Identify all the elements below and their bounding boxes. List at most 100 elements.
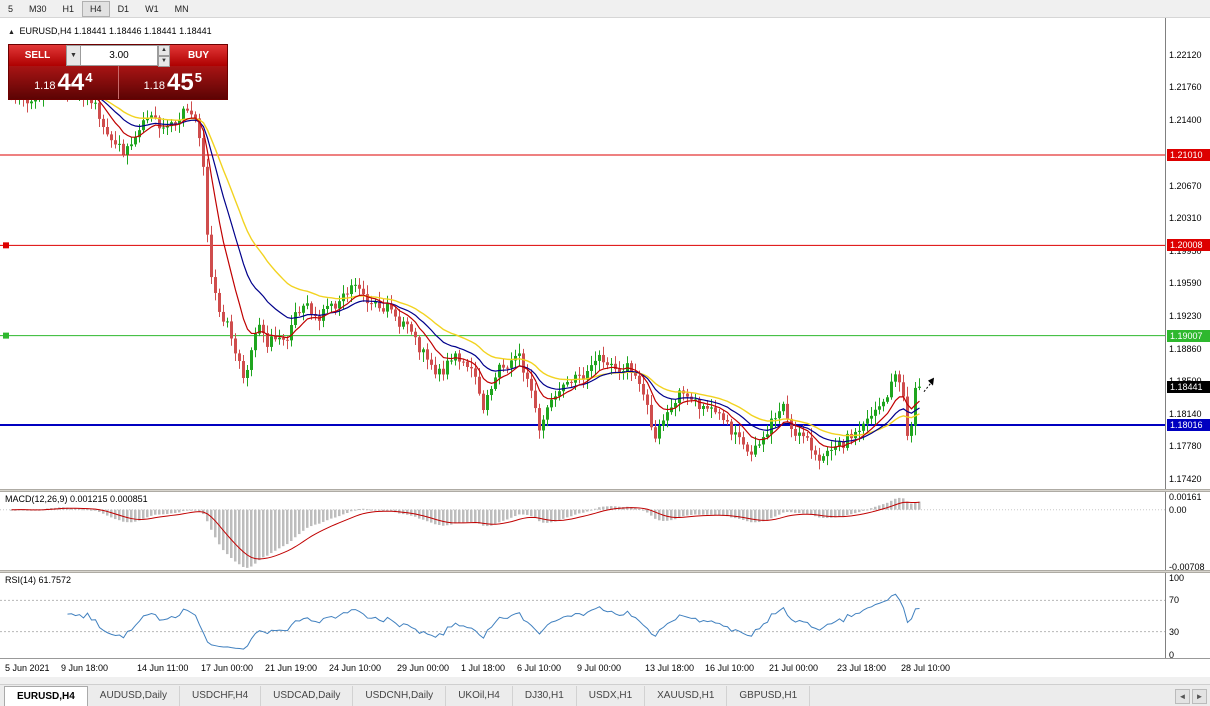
rsi-splitter[interactable] bbox=[0, 570, 1210, 573]
buy-button[interactable]: BUY bbox=[170, 45, 227, 66]
price-axis-tick: 1.17780 bbox=[1169, 441, 1202, 452]
tab-dj30-h1[interactable]: DJ30,H1 bbox=[512, 686, 577, 706]
sell-price-button[interactable]: 1.18 44 4 bbox=[9, 66, 119, 99]
level-price-tag: 1.21010 bbox=[1167, 148, 1210, 161]
macd-label: MACD(12,26,9) 0.001215 0.000851 bbox=[5, 494, 148, 504]
macd-chart bbox=[0, 492, 1166, 570]
macd-axis-tick: -0.00708 bbox=[1169, 561, 1205, 570]
price-axis-tick: 1.17420 bbox=[1169, 473, 1202, 484]
time-tick-label: 21 Jul 00:00 bbox=[769, 663, 819, 673]
level-price-tag: 1.18016 bbox=[1167, 418, 1210, 431]
timeframe-button-d1[interactable]: D1 bbox=[117, 3, 130, 14]
volume-stepper[interactable]: ▲ ▼ bbox=[158, 45, 170, 67]
collapse-panel-icon[interactable]: ▲ bbox=[8, 29, 15, 36]
time-tick-label: 17 Jun 00:00 bbox=[201, 663, 254, 673]
price-axis-tick: 1.21400 bbox=[1169, 114, 1202, 125]
price-axis-tick: 1.18860 bbox=[1169, 343, 1202, 354]
volume-input[interactable] bbox=[81, 45, 158, 66]
tab-usdcnh-daily[interactable]: USDCNH,Daily bbox=[353, 686, 447, 706]
macd-axis-tick: 0.00161 bbox=[1169, 492, 1202, 502]
time-tick-label: 1 Jul 18:00 bbox=[461, 663, 506, 673]
time-tick-label: 6 Jul 10:00 bbox=[517, 663, 562, 673]
time-tick-label: 9 Jul 00:00 bbox=[577, 663, 622, 673]
tab-audusd-daily[interactable]: AUDUSD,Daily bbox=[87, 686, 181, 706]
horizontal-level-lines[interactable] bbox=[0, 154, 1166, 426]
rsi-line bbox=[67, 593, 920, 650]
tab-scroll-controls: ◄ ► bbox=[1175, 689, 1207, 704]
level-price-tag: 1.20008 bbox=[1167, 239, 1210, 252]
current-price-tag: 1.18441 bbox=[1167, 380, 1210, 393]
sell-price-prefix: 1.18 bbox=[34, 80, 56, 92]
main-chart-panel[interactable]: ▲ EURUSD,H4 1.18441 1.18446 1.18441 1.18… bbox=[0, 18, 1210, 489]
ma-fast-line bbox=[11, 89, 920, 448]
volume-up-icon[interactable]: ▲ bbox=[158, 45, 170, 56]
time-tick-label: 28 Jul 10:00 bbox=[901, 663, 951, 673]
macd-axis-tick: 0.00 bbox=[1169, 504, 1187, 515]
sell-button[interactable]: SELL bbox=[9, 45, 66, 66]
sell-price-sup: 4 bbox=[85, 69, 93, 85]
timeframe-button-m30[interactable]: M30 bbox=[29, 3, 47, 14]
macd-histogram bbox=[10, 497, 921, 568]
rsi-axis-tick: 100 bbox=[1169, 573, 1185, 583]
trade-panel-controls: SELL ▼ ▲ ▼ BUY bbox=[9, 45, 227, 67]
timeframe-button-w1[interactable]: W1 bbox=[145, 3, 159, 14]
candlestick-chart[interactable] bbox=[0, 18, 1166, 489]
tabs-scroll-right-button[interactable]: ► bbox=[1192, 689, 1207, 704]
volume-dropdown-icon[interactable]: ▼ bbox=[66, 45, 81, 66]
rsi-axis-tick: 0 bbox=[1169, 650, 1175, 658]
macd-signal-line bbox=[11, 501, 920, 560]
ma-mid-line bbox=[11, 91, 920, 443]
tab-xauusd-h1[interactable]: XAUUSD,H1 bbox=[645, 686, 728, 706]
ma-slow-line bbox=[11, 93, 920, 437]
price-axis-tick: 1.20310 bbox=[1169, 213, 1202, 224]
tab-eurusd-h4[interactable]: EURUSD,H4 bbox=[4, 686, 88, 706]
price-axis-tick: 1.19230 bbox=[1169, 310, 1202, 321]
time-tick-label: 9 Jun 18:00 bbox=[61, 663, 109, 673]
tab-usdchf-h4[interactable]: USDCHF,H4 bbox=[180, 686, 262, 706]
rsi-label: RSI(14) 61.7572 bbox=[5, 575, 72, 585]
time-tick-label: 14 Jun 11:00 bbox=[137, 663, 189, 673]
volume-down-icon[interactable]: ▼ bbox=[158, 56, 170, 67]
timeframe-button-h4[interactable]: H4 bbox=[82, 0, 110, 17]
one-click-trading-panel: SELL ▼ ▲ ▼ BUY 1.18 44 4 1.18 45 5 bbox=[8, 44, 228, 100]
chart-header: ▲ EURUSD,H4 1.18441 1.18446 1.18441 1.18… bbox=[8, 26, 212, 36]
tabs-scroll-left-button[interactable]: ◄ bbox=[1175, 689, 1190, 704]
price-axis-tick: 1.22120 bbox=[1169, 49, 1202, 60]
macd-panel[interactable]: MACD(12,26,9) 0.001215 0.000851 0.00161 0… bbox=[0, 492, 1210, 570]
time-tick-label: 29 Jun 00:00 bbox=[397, 663, 450, 673]
sell-price-big: 44 bbox=[57, 68, 85, 96]
price-axis-tick: 1.18140 bbox=[1169, 408, 1202, 419]
timeframe-toolbar: 5 M30 H1 H4 D1 W1 MN bbox=[0, 0, 1210, 18]
buy-price-big: 45 bbox=[166, 68, 194, 96]
timeframe-button-mn[interactable]: MN bbox=[174, 3, 189, 14]
tab-gbpusd-h1[interactable]: GBPUSD,H1 bbox=[727, 686, 811, 706]
tab-ukoil-h4[interactable]: UKOil,H4 bbox=[446, 686, 513, 706]
level-price-tag: 1.19007 bbox=[1167, 329, 1210, 342]
buy-price-button[interactable]: 1.18 45 5 bbox=[119, 66, 228, 99]
chart-tab-bar: EURUSD,H4 AUDUSD,Daily USDCHF,H4 USDCAD,Dai… bbox=[0, 684, 1210, 706]
ohlc-readout: EURUSD,H4 1.18441 1.18446 1.18441 1.1844… bbox=[19, 26, 212, 36]
trade-panel-prices: 1.18 44 4 1.18 45 5 bbox=[9, 66, 227, 99]
rsi-panel[interactable]: RSI(14) 61.7572 100 70 30 0 bbox=[0, 573, 1210, 658]
timeframe-button-5[interactable]: 5 bbox=[8, 3, 14, 14]
time-tick-label: 24 Jun 10:00 bbox=[329, 663, 382, 673]
timeframe-button-h1[interactable]: H1 bbox=[62, 3, 75, 14]
chart-tabs: EURUSD,H4 AUDUSD,Daily USDCHF,H4 USDCAD,Dai… bbox=[4, 686, 811, 706]
candles-layer bbox=[10, 74, 921, 470]
price-axis-tick: 1.19590 bbox=[1169, 278, 1202, 289]
macd-splitter[interactable] bbox=[0, 489, 1210, 492]
rsi-axis-tick: 30 bbox=[1169, 626, 1180, 637]
rsi-chart bbox=[0, 573, 1166, 658]
buy-price-sup: 5 bbox=[194, 69, 202, 85]
time-tick-label: 21 Jun 19:00 bbox=[265, 663, 318, 673]
price-axis-tick: 1.20670 bbox=[1169, 180, 1202, 191]
rsi-axis-tick: 70 bbox=[1169, 595, 1180, 606]
time-tick-label: 13 Jul 18:00 bbox=[645, 663, 695, 673]
tab-usdcad-daily[interactable]: USDCAD,Daily bbox=[261, 686, 354, 706]
price-axis-tick: 1.21760 bbox=[1169, 82, 1202, 93]
tab-usdx-h1[interactable]: USDX,H1 bbox=[576, 686, 646, 706]
time-tick-label: 23 Jul 18:00 bbox=[837, 663, 887, 673]
time-tick-label: 16 Jul 10:00 bbox=[705, 663, 755, 673]
time-tick-label: 5 Jun 2021 bbox=[5, 663, 50, 673]
